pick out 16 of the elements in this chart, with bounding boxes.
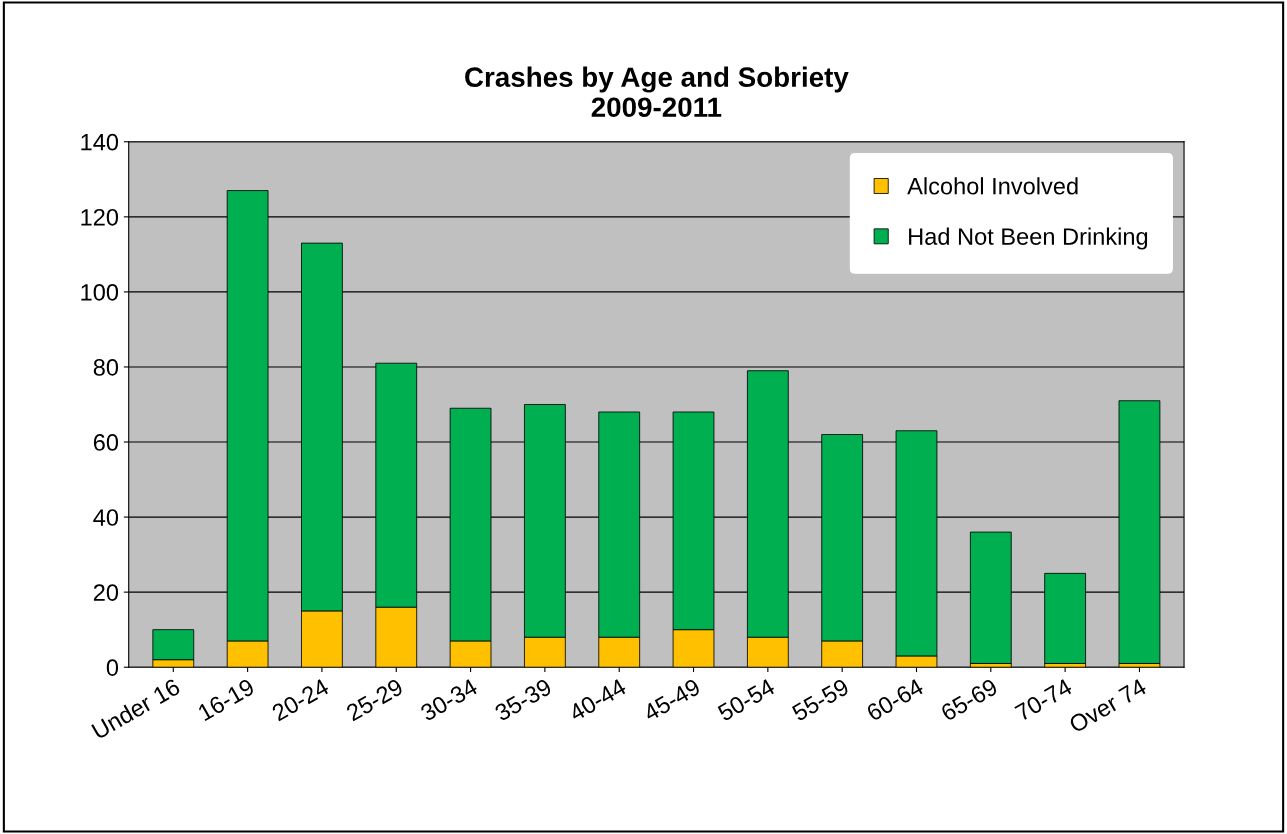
legend-label: Alcohol Involved xyxy=(907,177,1078,195)
y-tick-label: 0 xyxy=(106,659,119,676)
y-tick-label: 20 xyxy=(93,584,119,601)
y-tick-label: 120 xyxy=(81,208,119,226)
x-tick-label: 45-49 xyxy=(642,678,702,722)
y-tick-label: 100 xyxy=(81,283,119,301)
y-tick-label: 40 xyxy=(93,509,119,526)
y-tick-label: 60 xyxy=(93,434,119,451)
x-tick-label: 65-69 xyxy=(939,678,999,722)
y-tick-label: 80 xyxy=(93,359,119,376)
legend-label: Had Not Been Drinking xyxy=(909,227,1148,250)
x-tick-label: 55-59 xyxy=(791,678,850,722)
y-tick-label: 140 xyxy=(81,133,119,151)
x-tick-label: 35-39 xyxy=(493,678,553,722)
chart-title: Crashes by Age and Sobriety 2009-2011 xyxy=(465,66,849,118)
x-tick-label: 40-44 xyxy=(567,677,628,722)
